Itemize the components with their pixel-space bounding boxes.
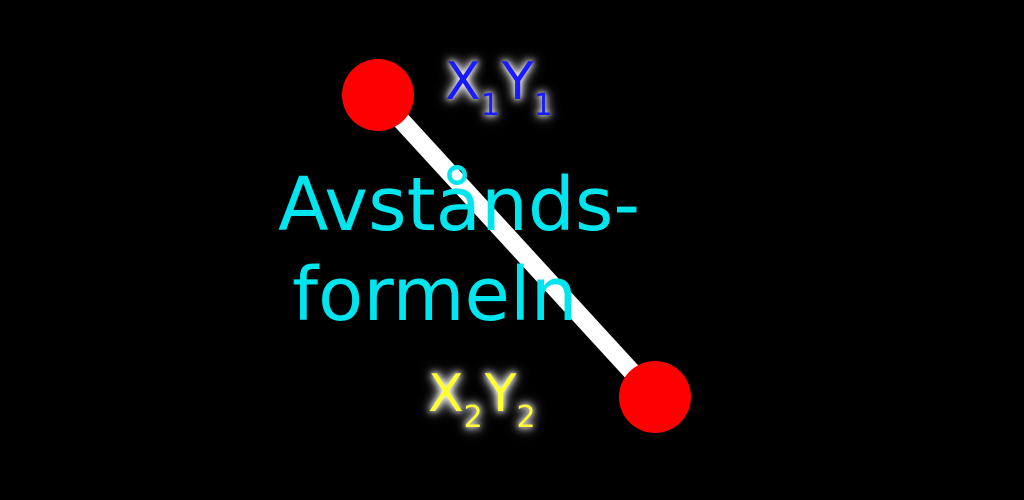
connector-line — [369, 86, 664, 406]
point-1-y-subscript: 1 — [533, 88, 553, 123]
point-2-y-subscript: 2 — [516, 400, 536, 435]
point-2-x: X — [428, 364, 464, 424]
point-1-x-subscript: 1 — [480, 88, 500, 123]
point-2-dot — [619, 361, 691, 433]
point-2-label: X2Y2 — [428, 368, 538, 433]
point-2-y: Y — [484, 364, 517, 424]
point-1-label: X1Y1 — [445, 56, 555, 121]
title-line-1: Avstånds- — [278, 162, 641, 248]
point-2-x-subscript: 2 — [463, 400, 483, 435]
point-1-y: Y — [501, 52, 534, 112]
title-line-2: formeln — [292, 252, 578, 338]
point-1-x: X — [445, 52, 481, 112]
point-1-dot — [342, 59, 414, 131]
